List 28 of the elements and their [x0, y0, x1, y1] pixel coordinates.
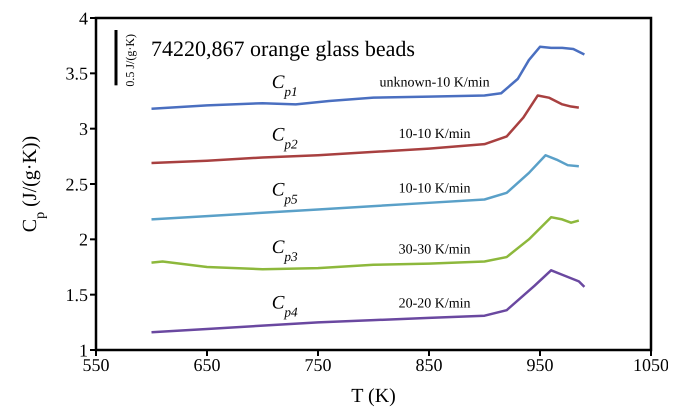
y-tick-label: 1.5 [66, 285, 88, 306]
annotation: C$_{p1}$ [272, 72, 298, 98]
x-tick-label: 850 [416, 354, 442, 375]
line-series [150, 216, 580, 270]
x-tick-label: 650 [194, 354, 220, 375]
y-tick-label: 2.5 [66, 174, 88, 194]
y-tick-label: 3 [79, 119, 88, 140]
annotation: 10-10 K/min [398, 181, 471, 196]
x-axis-title: T (K) [351, 385, 396, 407]
annotation: 10-10 K/min [398, 127, 471, 142]
x-tick-label: 750 [304, 354, 332, 375]
line-series [150, 154, 580, 221]
x-tick-label: 950 [526, 354, 554, 375]
y-tick-label: 3.5 [66, 64, 88, 84]
line-series [150, 269, 586, 334]
x-tick-label: 1050 [633, 354, 669, 375]
annotation: C$_{p5}$ [272, 179, 298, 206]
y-tick-label: 1 [79, 340, 88, 360]
annotation: C$_{p3}$ [272, 236, 298, 264]
y-tick-label: 4 [79, 8, 88, 28]
y-tick-label: 2 [79, 230, 88, 250]
annotation: C$_{p2}$ [272, 124, 298, 152]
annotation: C$_{p4}$ [272, 292, 298, 319]
annotation: unknown-10 K/min [380, 75, 490, 90]
annotation: 0.5 J/(g·K) [123, 34, 137, 87]
text: 74220,867 orange glass beads [151, 36, 415, 61]
annotation: 20-20 K/min [398, 296, 471, 312]
annotation: 30-30 K/min [398, 242, 471, 258]
